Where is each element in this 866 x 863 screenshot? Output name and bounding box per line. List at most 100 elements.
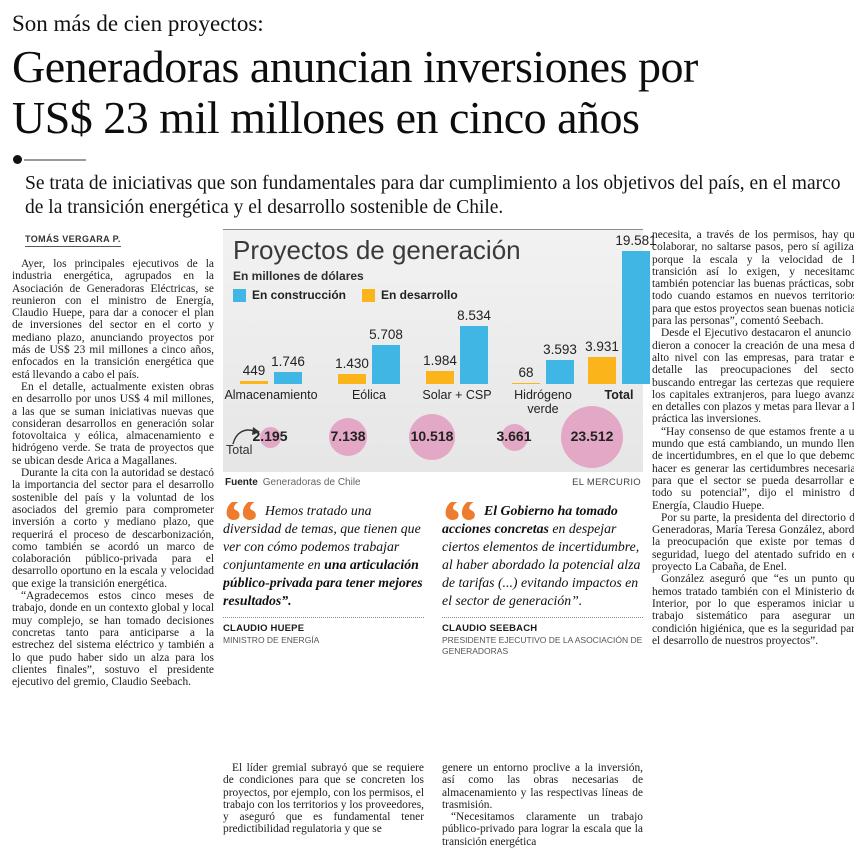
bar-en-desarrollo: [512, 383, 540, 384]
headline-line2: US$ 23 mil millones en cinco años: [12, 92, 640, 143]
bar-value-label: 3.593: [543, 342, 577, 357]
paragraph: “Hay consenso de que estamos frente a un…: [652, 425, 854, 512]
bar-value-label: 1.984: [423, 353, 457, 368]
quote-author-role: PRESIDENTE EJECUTIVO DE LA ASOCIACIÓN DE…: [442, 635, 643, 656]
bar-value-label: 19.581: [615, 233, 657, 248]
legend-swatch-blue: [233, 288, 246, 302]
chart-subtitle: En millones de dólares: [233, 269, 364, 283]
quote-lead: Hemos tratado una diversidad de temas, q…: [223, 503, 421, 572]
divider-line: [24, 158, 86, 161]
article-columns: TOMÁS VERGARA P. Ayer, los principales e…: [12, 229, 854, 857]
total-bubble-value: 10.518: [410, 428, 454, 444]
paragraph: El líder gremial subrayó que se requiere…: [223, 762, 424, 836]
total-bubble-value: 7.138: [330, 428, 366, 444]
subhead: Se trata de iniciativas que son fundamen…: [25, 173, 841, 218]
quote-text: “El Gobierno ha tomado acciones concreta…: [442, 502, 643, 610]
legend-swatch-yellow: [362, 288, 376, 302]
total-bubble: [561, 406, 623, 468]
quote-text: “Hemos tratado una diversidad de temas, …: [223, 502, 424, 610]
headline: Generadoras anuncian inversiones por US$…: [12, 41, 852, 143]
bar-en-desarrollo: [240, 381, 268, 384]
bar-value-label: 449: [242, 363, 266, 378]
total-bubble: [259, 426, 281, 448]
bar-en-construccion: [546, 360, 574, 384]
bar-en-desarrollo: [338, 374, 366, 384]
legend-label: En construcción: [252, 288, 347, 302]
legend-label: En desarrollo: [381, 288, 458, 302]
chart-title: Proyectos de generación: [233, 235, 521, 265]
paragraph: necesita, a través de los permisos, hay …: [652, 229, 854, 328]
quote-emphasis: una articulación público-privada para te…: [223, 557, 423, 608]
category-label: Eólica: [351, 388, 387, 402]
total-bubble-value: 3.661: [496, 428, 532, 444]
paragraph: González aseguró que “es un punto que he…: [652, 573, 854, 647]
byline: TOMÁS VERGARA P.: [25, 234, 121, 247]
chart-total-bubbles: 2.195 7.138 10.518 3.661 23.512: [223, 230, 643, 472]
pull-quotes: “Hemos tratado una diversidad de temas, …: [223, 502, 643, 744]
paragraph: genere un entorno proclive a la inversió…: [442, 762, 643, 811]
category-label: Almacenamiento: [224, 388, 318, 402]
legend-item-construccion: En construcción: [233, 288, 346, 302]
quote-mark-icon: “: [223, 502, 263, 532]
bar-value-label: 68: [518, 365, 534, 380]
total-bubble-value: 23.512: [570, 428, 614, 444]
total-arrow-icon: [232, 427, 260, 445]
middle-bottom-right: genere un entorno proclive a la inversió…: [442, 762, 643, 848]
headline-line1: Generadoras anuncian inversiones por: [12, 41, 698, 92]
category-label: Total: [604, 388, 634, 402]
bar-en-desarrollo: [426, 371, 454, 384]
paragraph: Por su parte, la presidenta del director…: [652, 511, 854, 574]
total-bubble-value: 2.195: [252, 428, 288, 444]
bar-en-construccion: [372, 345, 400, 384]
left-column: TOMÁS VERGARA P. Ayer, los principales e…: [12, 229, 214, 857]
source-name: Generadoras de Chile: [262, 477, 361, 488]
chart-source: Fuente Generadoras de Chile: [225, 477, 361, 488]
quote-seebach: “El Gobierno ha tomado acciones concreta…: [442, 502, 643, 744]
paragraph: Durante la cita con la autoridad se dest…: [12, 467, 214, 590]
middle-bottom-columns: El líder gremial subrayó que se requiere…: [223, 762, 643, 848]
paragraph: En el detalle, actualmente existen obras…: [12, 380, 214, 467]
source-label: Fuente: [225, 477, 258, 488]
total-bubble: [500, 423, 528, 451]
total-bubble: [329, 418, 367, 456]
bar-value-label: 3.931: [585, 339, 619, 354]
quote-huepe: “Hemos tratado una diversidad de temas, …: [223, 502, 424, 744]
bullet-dot: [13, 155, 22, 164]
headline-divider: [13, 155, 852, 164]
total-bubble: [409, 414, 455, 460]
bar-en-desarrollo: [588, 357, 616, 384]
quote-attribution: CLAUDIO HUEPE MINISTRO DE ENERGÍA: [223, 617, 424, 646]
paragraph: “Necesitamos claramente un trabajo públi…: [442, 811, 643, 848]
quote-author-role: MINISTRO DE ENERGÍA: [223, 635, 320, 645]
bar-value-label: 1.746: [271, 354, 305, 369]
category-label: Hidrógeno verde: [514, 388, 572, 416]
bar-value-label: 5.708: [369, 327, 403, 342]
chart-source-row: Fuente Generadoras de Chile EL MERCURIO: [223, 472, 643, 488]
bar-en-construccion: [274, 372, 302, 384]
middle-bottom-left: El líder gremial subrayó que se requiere…: [223, 762, 424, 848]
kicker: Son más de cien proyectos:: [12, 11, 264, 36]
chart-legend: En construcción En desarrollo: [233, 288, 458, 302]
legend-item-desarrollo: En desarrollo: [362, 288, 458, 302]
newspaper-credit: EL MERCURIO: [572, 477, 641, 488]
bar-value-label: 8.534: [457, 308, 491, 323]
bar-en-construccion: [622, 251, 650, 384]
quote-author: CLAUDIO SEEBACH: [442, 623, 538, 634]
paragraph: “Agradecemos estos cinco meses de trabaj…: [12, 590, 214, 689]
right-column: necesita, a través de los permisos, hay …: [652, 229, 854, 857]
bar-en-construccion: [460, 326, 488, 384]
paragraph: Ayer, los principales ejecutivos de la i…: [12, 258, 214, 381]
quote-author: CLAUDIO HUEPE: [223, 623, 305, 634]
quote-emphasis: El Gobierno ha tomado acciones concretas: [442, 503, 618, 536]
chart-plot-area: 449 1.746 1.430 5.708 1.984 8.534 68 3.593 3.931…: [223, 230, 657, 384]
category-label: Solar + CSP: [422, 388, 492, 402]
quote-attribution: CLAUDIO SEEBACH PRESIDENTE EJECUTIVO DE …: [442, 617, 643, 656]
article-header: Son más de cien proyectos: Generadoras a…: [0, 0, 866, 219]
quote-mark-icon: “: [442, 502, 482, 532]
bar-value-label: 1.430: [335, 356, 369, 371]
paragraph: Desde el Ejecutivo destacaron el anuncio…: [652, 327, 854, 426]
generation-projects-chart: Proyectos de generación En millones de d…: [223, 229, 657, 472]
middle-column: Proyectos de generación En millones de d…: [223, 229, 657, 857]
quote-tail: en despejar ciertos elementos de incerti…: [442, 521, 641, 608]
